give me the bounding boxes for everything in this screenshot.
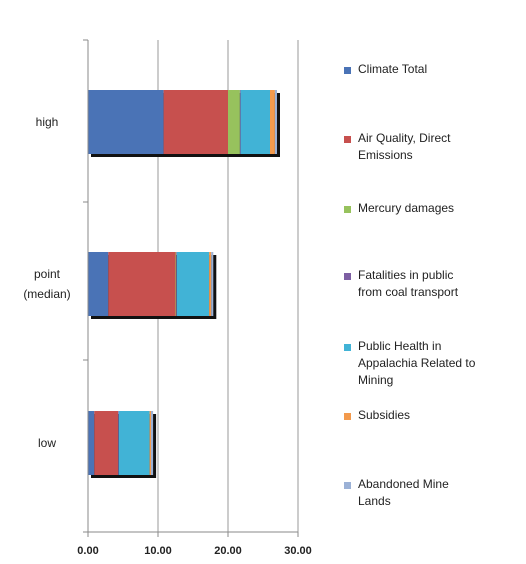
- legend-label: Climate Total: [358, 62, 427, 76]
- bar-segment: [118, 411, 119, 475]
- x-tick-label: 20.00: [214, 545, 242, 557]
- legend-label-line: Lands: [358, 494, 391, 508]
- bar-segment: [108, 252, 176, 316]
- bar-segment: [151, 411, 154, 475]
- bar-segment: [163, 90, 228, 154]
- legend-swatch: [344, 206, 351, 213]
- legend-swatch: [344, 136, 351, 143]
- bar-segment: [176, 252, 210, 316]
- legend-label-line: Public Health in: [358, 339, 441, 353]
- category-labels: high point (median) low: [23, 115, 70, 450]
- legend-label-line: Fatalities in public: [358, 268, 453, 282]
- bar-segment: [88, 411, 95, 475]
- category-label-line: high: [36, 115, 59, 129]
- legend-label: Mercury damages: [358, 201, 454, 215]
- legend: Climate Total Air Quality, Direct Emission…: [344, 62, 476, 508]
- legend-label-line: Subsidies: [358, 408, 410, 422]
- legend-swatch: [344, 413, 351, 420]
- legend-label-line: Climate Total: [358, 62, 427, 76]
- x-tick-label: 30.00: [284, 545, 312, 557]
- legend-swatch: [344, 67, 351, 74]
- bar-segment: [176, 252, 177, 316]
- bar-segment: [274, 90, 277, 154]
- bar-segment: [118, 411, 150, 475]
- legend-label-line: Appalachia Related to: [358, 356, 476, 370]
- legend-label-line: Mining: [358, 373, 393, 387]
- bar-segment: [228, 90, 240, 154]
- bar-segment: [175, 252, 177, 316]
- bar-segment: [239, 90, 241, 154]
- legend-label-line: Emissions: [358, 148, 413, 162]
- bar-segment: [270, 90, 275, 154]
- legend-swatch: [344, 344, 351, 351]
- legend-label: Subsidies: [358, 408, 410, 422]
- bar-segment: [88, 90, 164, 154]
- category-label: high: [36, 115, 59, 129]
- bar-segment: [94, 411, 119, 475]
- category-label-line: (median): [23, 287, 70, 301]
- bar-segment: [211, 252, 214, 316]
- legend-label: Air Quality, Direct Emissions: [358, 131, 451, 162]
- bar-segment: [209, 252, 212, 316]
- category-label-line: point: [34, 267, 61, 281]
- legend-label-line: Air Quality, Direct: [358, 131, 451, 145]
- legend-label: Fatalities in public from coal transport: [358, 268, 459, 299]
- legend-label: Public Health in Appalachia Related to Min…: [358, 339, 476, 387]
- bar-segment: [240, 90, 270, 154]
- bar-segment: [88, 252, 109, 316]
- axes: [83, 39, 299, 537]
- bars-group: [88, 90, 280, 478]
- legend-label-line: Abandoned Mine: [358, 477, 449, 491]
- category-label: point (median): [23, 267, 70, 301]
- legend-swatch: [344, 273, 351, 280]
- legend-label-line: Mercury damages: [358, 201, 454, 215]
- category-label: low: [38, 436, 56, 450]
- bar-segment: [149, 411, 151, 475]
- category-label-line: low: [38, 436, 56, 450]
- x-tick-labels: 0.00 10.00 20.00 30.00: [77, 545, 311, 557]
- x-tick-label: 0.00: [77, 545, 98, 557]
- legend-swatch: [344, 482, 351, 489]
- legend-label: Abandoned Mine Lands: [358, 477, 449, 508]
- legend-label-line: from coal transport: [358, 285, 459, 299]
- x-tick-label: 10.00: [144, 545, 172, 557]
